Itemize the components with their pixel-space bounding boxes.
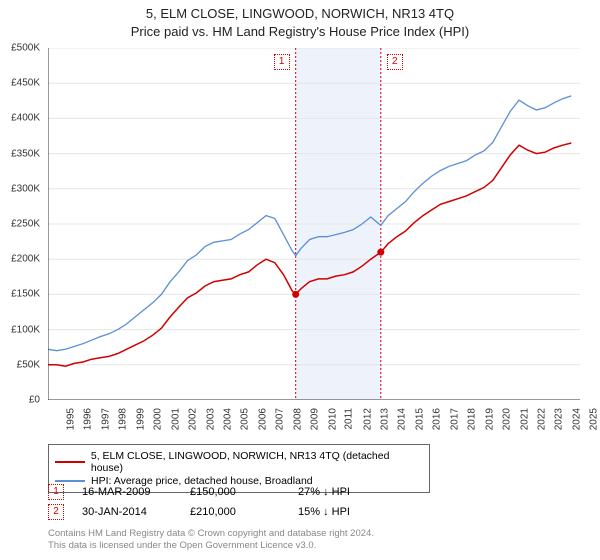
x-tick-label: 1996 bbox=[83, 408, 94, 430]
x-tick-label: 2009 bbox=[309, 408, 320, 430]
y-tick-label: £0 bbox=[29, 395, 40, 406]
x-tick-label: 2005 bbox=[240, 408, 251, 430]
x-tick-label: 2006 bbox=[257, 408, 268, 430]
x-tick-label: 2023 bbox=[554, 408, 565, 430]
event-diff: 27% ↓ HPI bbox=[298, 486, 388, 498]
y-tick-label: £50K bbox=[17, 359, 40, 370]
event-marker-icon: 2 bbox=[48, 504, 64, 520]
x-tick-label: 2004 bbox=[222, 408, 233, 430]
event-price: £210,000 bbox=[190, 506, 280, 518]
x-tick-label: 2018 bbox=[466, 408, 477, 430]
chart-title-subtitle: Price paid vs. HM Land Registry's House … bbox=[0, 24, 600, 39]
event-row: 2 30-JAN-2014 £210,000 15% ↓ HPI bbox=[48, 504, 568, 520]
x-tick-label: 2021 bbox=[519, 408, 530, 430]
y-tick-label: £250K bbox=[11, 219, 40, 230]
x-tick-label: 1995 bbox=[65, 408, 76, 430]
legend-item: 5, ELM CLOSE, LINGWOOD, NORWICH, NR13 4T… bbox=[55, 450, 423, 474]
legend-swatch-red bbox=[55, 461, 85, 463]
x-tick-label: 2003 bbox=[205, 408, 216, 430]
event-price: £150,000 bbox=[190, 486, 280, 498]
y-tick-label: £500K bbox=[11, 43, 40, 54]
x-tick-label: 2011 bbox=[344, 408, 355, 430]
event-date: 16-MAR-2009 bbox=[82, 486, 172, 498]
y-tick-label: £100K bbox=[11, 324, 40, 335]
legend-label: 5, ELM CLOSE, LINGWOOD, NORWICH, NR13 4T… bbox=[91, 450, 423, 474]
event-marker-icon: 1 bbox=[274, 54, 290, 70]
x-tick-label: 2014 bbox=[397, 408, 408, 430]
x-axis: 1995 1996 1997 1998 1999 2000 2001 2002 2003 2004… bbox=[48, 400, 580, 450]
legend-swatch-blue bbox=[55, 480, 85, 482]
x-tick-label: 2013 bbox=[379, 408, 390, 430]
y-axis: £0£50K£100K£150K£200K£250K£300K£350K£400… bbox=[0, 48, 44, 400]
y-tick-label: £400K bbox=[11, 113, 40, 124]
x-tick-label: 2025 bbox=[589, 408, 600, 430]
x-tick-label: 2012 bbox=[362, 408, 373, 430]
x-tick-label: 2007 bbox=[275, 408, 286, 430]
x-tick-label: 2016 bbox=[432, 408, 443, 430]
chart-root: 5, ELM CLOSE, LINGWOOD, NORWICH, NR13 4T… bbox=[0, 0, 600, 560]
x-tick-label: 2019 bbox=[484, 408, 495, 430]
x-tick-label: 2000 bbox=[152, 408, 163, 430]
x-tick-label: 2015 bbox=[414, 408, 425, 430]
x-tick-label: 1999 bbox=[135, 408, 146, 430]
footer-line: This data is licensed under the Open Gov… bbox=[48, 540, 588, 552]
plot-area: 12 bbox=[48, 48, 580, 400]
x-tick-label: 1998 bbox=[118, 408, 129, 430]
x-tick-label: 2020 bbox=[501, 408, 512, 430]
x-tick-label: 2008 bbox=[292, 408, 303, 430]
event-row: 1 16-MAR-2009 £150,000 27% ↓ HPI bbox=[48, 484, 568, 500]
y-tick-label: £350K bbox=[11, 148, 40, 159]
event-diff: 15% ↓ HPI bbox=[298, 506, 388, 518]
y-tick-label: £300K bbox=[11, 183, 40, 194]
footer-line: Contains HM Land Registry data © Crown c… bbox=[48, 528, 588, 540]
x-tick-label: 2001 bbox=[170, 408, 181, 430]
x-tick-label: 2010 bbox=[327, 408, 338, 430]
y-tick-label: £450K bbox=[11, 78, 40, 89]
x-tick-label: 2024 bbox=[571, 408, 582, 430]
x-tick-label: 2022 bbox=[536, 408, 547, 430]
y-tick-label: £150K bbox=[11, 289, 40, 300]
x-tick-label: 2002 bbox=[187, 408, 198, 430]
event-marker-icon: 1 bbox=[48, 484, 64, 500]
x-tick-label: 1997 bbox=[100, 408, 111, 430]
chart-title-address: 5, ELM CLOSE, LINGWOOD, NORWICH, NR13 4T… bbox=[0, 6, 600, 21]
footer-attribution: Contains HM Land Registry data © Crown c… bbox=[48, 528, 588, 552]
event-table: 1 16-MAR-2009 £150,000 27% ↓ HPI 2 30-JA… bbox=[48, 484, 568, 524]
x-tick-label: 2017 bbox=[449, 408, 460, 430]
y-tick-label: £200K bbox=[11, 254, 40, 265]
event-date: 30-JAN-2014 bbox=[82, 506, 172, 518]
event-marker-icon: 2 bbox=[387, 54, 403, 70]
